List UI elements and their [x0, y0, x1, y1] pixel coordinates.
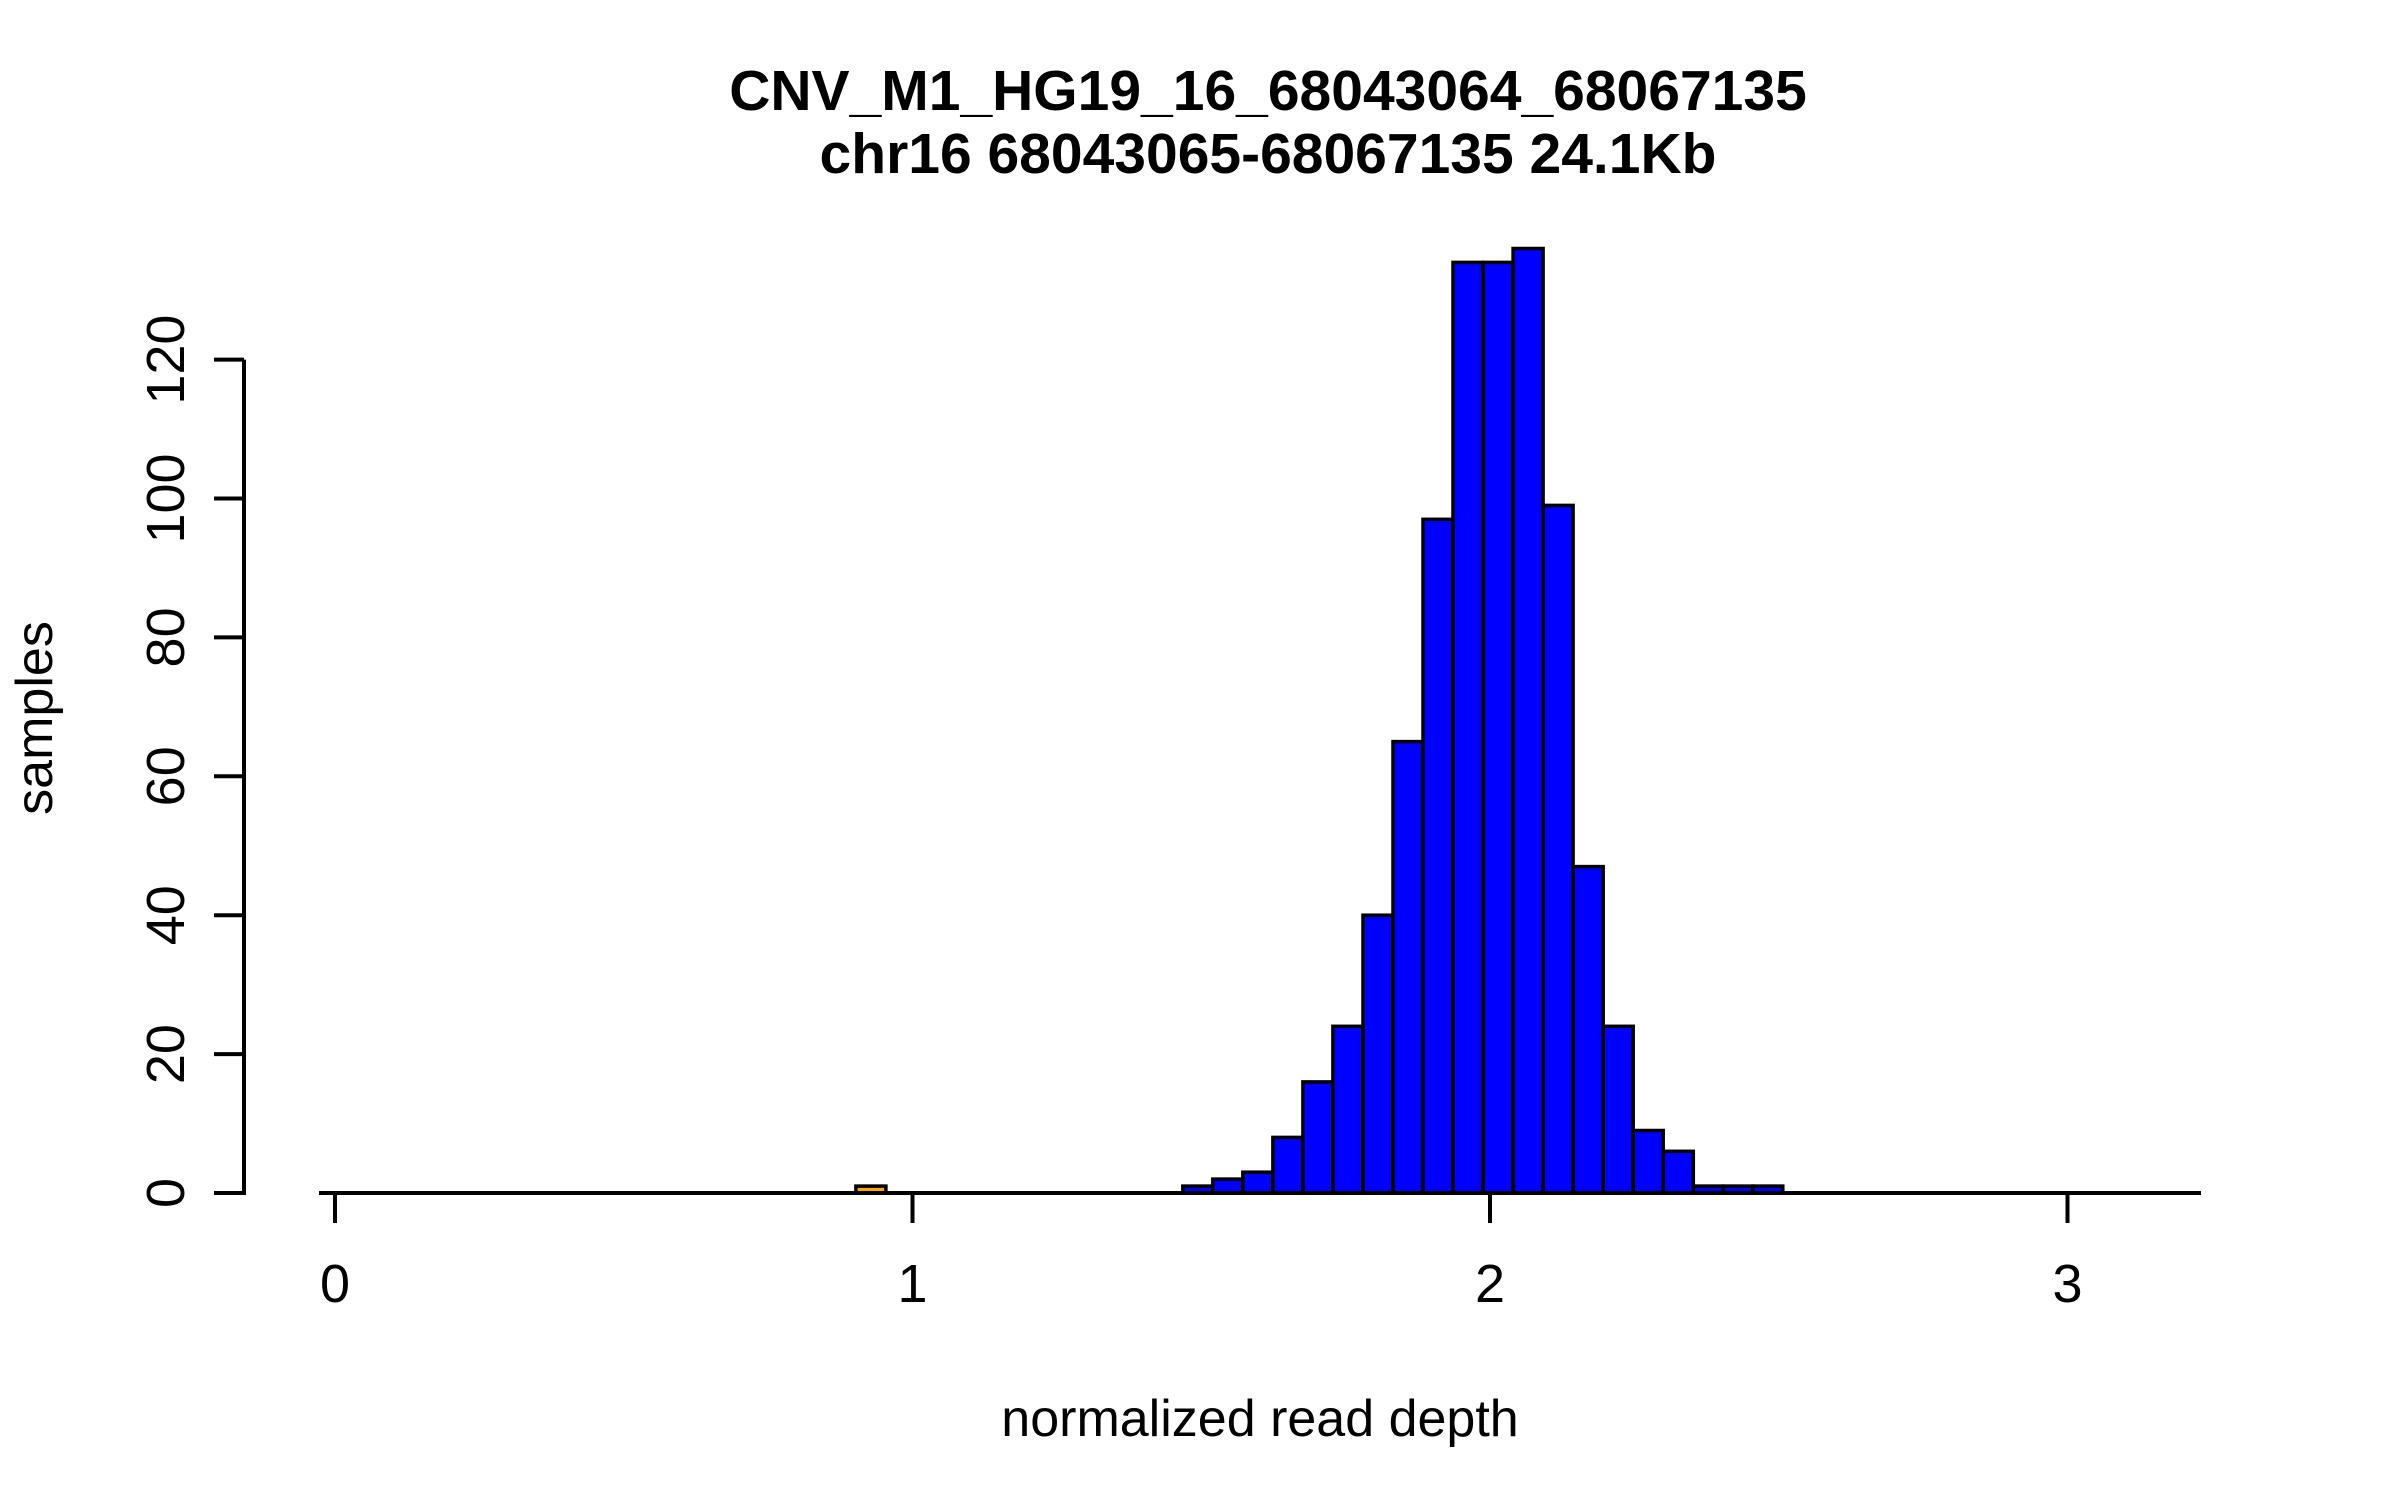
histogram-bar-reference-samples: [1211, 1177, 1245, 1195]
histogram-bar-reference-samples: [1361, 913, 1395, 1195]
histogram-bar-reference-samples: [1601, 1024, 1635, 1195]
x-axis-label: normalized read depth: [1001, 1390, 1518, 1448]
histogram-bar-reference-samples: [1271, 1135, 1305, 1195]
y-tick-label: 120: [136, 315, 196, 405]
y-axis-label: samples: [6, 621, 64, 815]
y-tick-label: 80: [136, 607, 196, 667]
histogram-bar-reference-samples: [1661, 1149, 1696, 1195]
histogram-bar-reference-samples: [1241, 1170, 1275, 1195]
plot-title: CNV_M1_HG19_16_68043064_68067135: [729, 59, 1807, 123]
histogram-bars: [854, 246, 1785, 1195]
y-tick-label: 60: [136, 746, 196, 806]
histogram-bar-reference-samples: [1481, 260, 1515, 1195]
histogram-bar-reference-samples: [1301, 1080, 1335, 1195]
histogram-bar-reference-samples: [1421, 517, 1455, 1195]
y-tick-label: 40: [136, 885, 196, 945]
y-tick-label: 20: [136, 1024, 196, 1084]
plot-subtitle: chr16 68043065-68067135 24.1Kb: [820, 122, 1717, 186]
y-tick-label: 100: [136, 453, 196, 543]
histogram-bar-reference-samples: [1631, 1128, 1665, 1195]
histogram-bar-reference-samples: [1541, 503, 1575, 1195]
axes: 0 1 2 3 0 20 40 60 80 100 120: [136, 315, 2201, 1314]
x-tick-label: 0: [320, 1254, 350, 1314]
histogram-bar-reference-samples: [1451, 260, 1485, 1195]
x-tick-label: 3: [2052, 1254, 2082, 1314]
x-tick-label: 2: [1475, 1254, 1505, 1314]
y-tick-label: 0: [136, 1178, 196, 1208]
histogram-bar-reference-samples: [1511, 246, 1545, 1195]
x-tick-label: 1: [897, 1254, 927, 1314]
histogram-bar-reference-samples: [1391, 739, 1425, 1195]
histogram-bar-reference-samples: [1571, 864, 1605, 1195]
histogram-bar-reference-samples: [1331, 1024, 1365, 1195]
